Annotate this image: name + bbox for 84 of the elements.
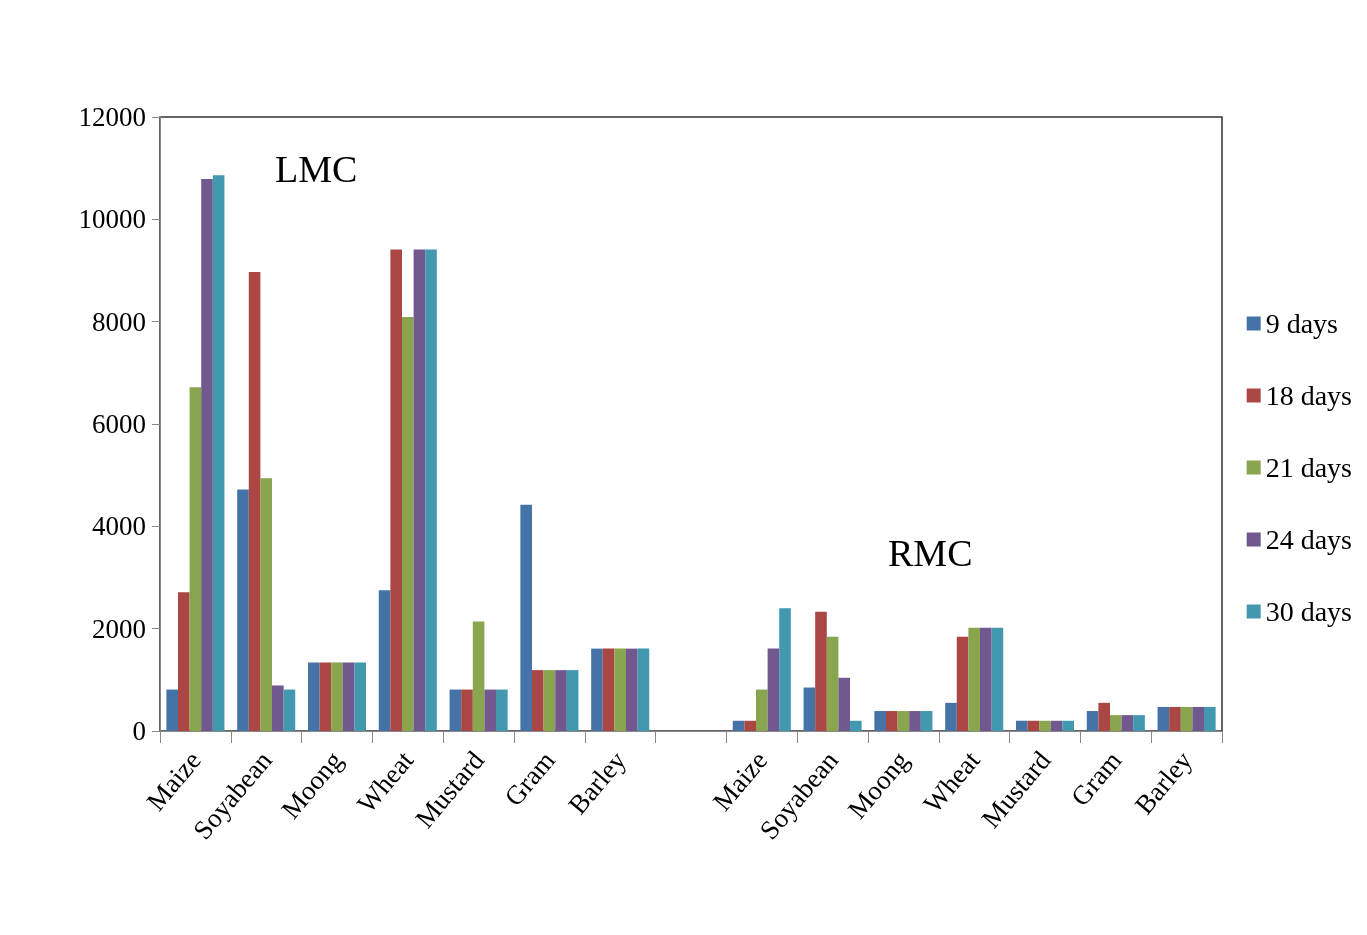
bar [543,670,556,731]
y-tick-label: 10000 [78,204,146,235]
bar [390,249,402,731]
y-tick-label: 6000 [92,409,146,439]
bar [838,677,851,731]
annotation: LMC [275,148,358,190]
bar [307,662,320,731]
bar [614,648,627,731]
legend-label: 9 days [1265,308,1338,339]
bar [885,711,898,731]
bar [189,387,202,731]
y-tick-label: 12000 [78,102,146,132]
bar [991,627,1004,731]
bar [803,687,816,731]
bar [566,670,579,731]
bar [602,648,615,731]
bar [1180,706,1193,731]
bar [909,711,921,731]
bar [1050,720,1063,731]
bar [449,689,462,731]
bar [732,720,745,731]
bar [980,627,992,731]
bar [626,648,638,731]
bar [484,689,497,731]
bar [1109,715,1122,731]
bar [283,689,296,731]
bar [248,272,261,731]
y-tick-label: 8000 [92,306,146,337]
bar [826,636,839,731]
bar [354,662,367,731]
legend-label: 18 days [1265,380,1352,411]
bar [342,662,355,731]
bar [897,711,910,731]
bar [272,685,284,731]
bar [331,662,343,731]
bar [166,689,178,731]
bar [413,249,426,731]
y-tick-label: 4000 [92,511,146,542]
bar [1086,711,1099,731]
bar [945,702,957,731]
bar [212,175,225,731]
bar [767,648,780,731]
bar [1169,706,1181,731]
bar [755,689,768,731]
bar [531,670,544,731]
y-tick-label: 2000 [92,613,146,644]
legend-label: 24 days [1265,524,1352,555]
bar [968,627,981,731]
bar [920,711,933,731]
bar [201,178,213,731]
legend-label: 30 days [1265,596,1352,627]
bar [472,621,485,731]
legend-label: 21 days [1265,452,1352,483]
bar [1039,720,1051,731]
bar [1204,706,1216,731]
bar [237,489,249,731]
bar [378,590,391,731]
bar [260,478,273,731]
bar [779,608,791,731]
annotation: RMC [888,532,973,574]
bar [815,611,827,731]
bar [1157,706,1170,731]
bar [744,720,756,731]
bar [591,648,603,731]
bar [1133,715,1145,731]
bar [520,504,532,731]
bar [1015,720,1028,731]
bar [461,689,473,731]
bar [1192,706,1205,731]
bar [1062,720,1075,731]
bar [496,689,508,731]
bar [177,592,190,731]
bar [956,636,969,731]
bar [1027,720,1040,731]
bar [874,711,886,731]
y-tick-label: 0 [132,716,146,746]
bar [637,648,650,731]
bar [425,249,437,731]
bar [401,317,414,731]
bar [555,670,567,731]
bar [850,720,862,731]
bar [1121,715,1134,731]
bar [1098,702,1110,731]
bar [319,662,332,731]
